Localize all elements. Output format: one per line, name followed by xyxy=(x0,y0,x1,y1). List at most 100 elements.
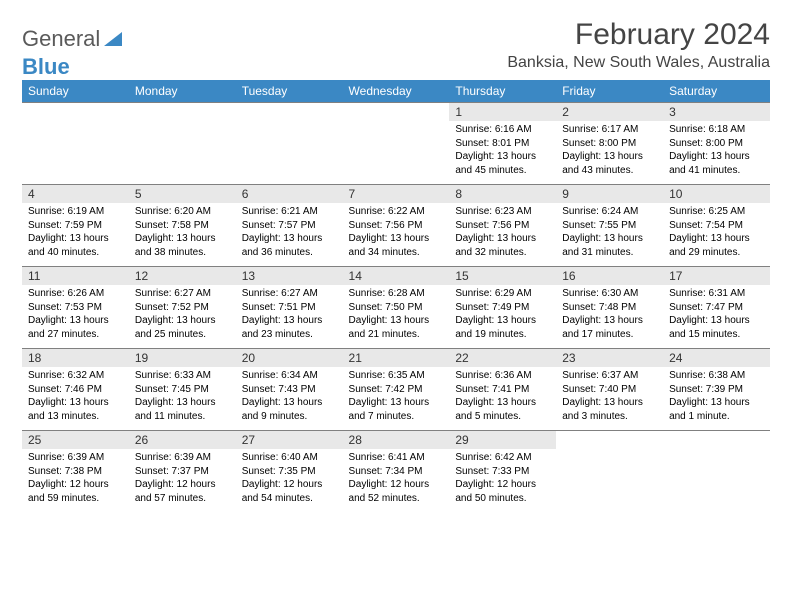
day-details: Sunrise: 6:36 AMSunset: 7:41 PMDaylight:… xyxy=(449,367,556,427)
calendar-cell: 17Sunrise: 6:31 AMSunset: 7:47 PMDayligh… xyxy=(663,267,770,349)
day-number: 19 xyxy=(129,349,236,367)
header-row: General February 2024 xyxy=(22,18,770,52)
day-details: Sunrise: 6:41 AMSunset: 7:34 PMDaylight:… xyxy=(343,449,450,509)
day-number: 27 xyxy=(236,431,343,449)
day-details: Sunrise: 6:40 AMSunset: 7:35 PMDaylight:… xyxy=(236,449,343,509)
calendar-cell: 2Sunrise: 6:17 AMSunset: 8:00 PMDaylight… xyxy=(556,103,663,185)
location-text: Banksia, New South Wales, Australia xyxy=(507,54,770,72)
calendar-cell: 18Sunrise: 6:32 AMSunset: 7:46 PMDayligh… xyxy=(22,349,129,431)
day-number: 23 xyxy=(556,349,663,367)
day-details: Sunrise: 6:34 AMSunset: 7:43 PMDaylight:… xyxy=(236,367,343,427)
day-number: 17 xyxy=(663,267,770,285)
calendar-week-row: 25Sunrise: 6:39 AMSunset: 7:38 PMDayligh… xyxy=(22,431,770,513)
day-number: 13 xyxy=(236,267,343,285)
brand-logo-line2: Blue xyxy=(22,54,70,80)
day-details: Sunrise: 6:35 AMSunset: 7:42 PMDaylight:… xyxy=(343,367,450,427)
day-number: 10 xyxy=(663,185,770,203)
day-number: 20 xyxy=(236,349,343,367)
brand-part2: Blue xyxy=(22,54,70,80)
day-number: 28 xyxy=(343,431,450,449)
calendar-week-row: 18Sunrise: 6:32 AMSunset: 7:46 PMDayligh… xyxy=(22,349,770,431)
calendar-cell xyxy=(663,431,770,513)
day-details: Sunrise: 6:16 AMSunset: 8:01 PMDaylight:… xyxy=(449,121,556,181)
calendar-cell: 8Sunrise: 6:23 AMSunset: 7:56 PMDaylight… xyxy=(449,185,556,267)
day-details: Sunrise: 6:17 AMSunset: 8:00 PMDaylight:… xyxy=(556,121,663,181)
day-details: Sunrise: 6:32 AMSunset: 7:46 PMDaylight:… xyxy=(22,367,129,427)
calendar-week-row: 1Sunrise: 6:16 AMSunset: 8:01 PMDaylight… xyxy=(22,103,770,185)
day-number: 12 xyxy=(129,267,236,285)
day-details: Sunrise: 6:39 AMSunset: 7:37 PMDaylight:… xyxy=(129,449,236,509)
day-number: 11 xyxy=(22,267,129,285)
day-details: Sunrise: 6:21 AMSunset: 7:57 PMDaylight:… xyxy=(236,203,343,263)
calendar-cell: 12Sunrise: 6:27 AMSunset: 7:52 PMDayligh… xyxy=(129,267,236,349)
day-number: 15 xyxy=(449,267,556,285)
brand-logo: General xyxy=(22,18,124,52)
calendar-cell: 1Sunrise: 6:16 AMSunset: 8:01 PMDaylight… xyxy=(449,103,556,185)
day-number: 29 xyxy=(449,431,556,449)
calendar-cell: 3Sunrise: 6:18 AMSunset: 8:00 PMDaylight… xyxy=(663,103,770,185)
calendar-cell: 5Sunrise: 6:20 AMSunset: 7:58 PMDaylight… xyxy=(129,185,236,267)
calendar-cell: 20Sunrise: 6:34 AMSunset: 7:43 PMDayligh… xyxy=(236,349,343,431)
day-details: Sunrise: 6:38 AMSunset: 7:39 PMDaylight:… xyxy=(663,367,770,427)
calendar-body: 1Sunrise: 6:16 AMSunset: 8:01 PMDaylight… xyxy=(22,103,770,513)
calendar-cell xyxy=(129,103,236,185)
day-header: Sunday xyxy=(22,80,129,103)
day-number: 7 xyxy=(343,185,450,203)
day-number: 8 xyxy=(449,185,556,203)
calendar-cell: 29Sunrise: 6:42 AMSunset: 7:33 PMDayligh… xyxy=(449,431,556,513)
calendar-cell: 23Sunrise: 6:37 AMSunset: 7:40 PMDayligh… xyxy=(556,349,663,431)
day-number: 5 xyxy=(129,185,236,203)
calendar-week-row: 4Sunrise: 6:19 AMSunset: 7:59 PMDaylight… xyxy=(22,185,770,267)
day-number: 22 xyxy=(449,349,556,367)
calendar-cell: 13Sunrise: 6:27 AMSunset: 7:51 PMDayligh… xyxy=(236,267,343,349)
day-header: Saturday xyxy=(663,80,770,103)
day-number: 4 xyxy=(22,185,129,203)
day-details: Sunrise: 6:26 AMSunset: 7:53 PMDaylight:… xyxy=(22,285,129,345)
day-details: Sunrise: 6:28 AMSunset: 7:50 PMDaylight:… xyxy=(343,285,450,345)
calendar-cell: 16Sunrise: 6:30 AMSunset: 7:48 PMDayligh… xyxy=(556,267,663,349)
day-number: 25 xyxy=(22,431,129,449)
calendar-cell: 22Sunrise: 6:36 AMSunset: 7:41 PMDayligh… xyxy=(449,349,556,431)
calendar-cell xyxy=(236,103,343,185)
day-header: Friday xyxy=(556,80,663,103)
calendar-cell: 28Sunrise: 6:41 AMSunset: 7:34 PMDayligh… xyxy=(343,431,450,513)
day-number: 3 xyxy=(663,103,770,121)
day-header: Wednesday xyxy=(343,80,450,103)
day-number: 14 xyxy=(343,267,450,285)
day-header: Tuesday xyxy=(236,80,343,103)
calendar-cell xyxy=(343,103,450,185)
day-details: Sunrise: 6:37 AMSunset: 7:40 PMDaylight:… xyxy=(556,367,663,427)
day-number: 6 xyxy=(236,185,343,203)
day-number: 18 xyxy=(22,349,129,367)
calendar-cell xyxy=(556,431,663,513)
calendar-cell: 7Sunrise: 6:22 AMSunset: 7:56 PMDaylight… xyxy=(343,185,450,267)
day-number: 21 xyxy=(343,349,450,367)
day-number: 2 xyxy=(556,103,663,121)
day-details: Sunrise: 6:20 AMSunset: 7:58 PMDaylight:… xyxy=(129,203,236,263)
day-number: 16 xyxy=(556,267,663,285)
calendar-cell: 10Sunrise: 6:25 AMSunset: 7:54 PMDayligh… xyxy=(663,185,770,267)
day-details: Sunrise: 6:19 AMSunset: 7:59 PMDaylight:… xyxy=(22,203,129,263)
calendar-cell: 11Sunrise: 6:26 AMSunset: 7:53 PMDayligh… xyxy=(22,267,129,349)
day-details: Sunrise: 6:18 AMSunset: 8:00 PMDaylight:… xyxy=(663,121,770,181)
day-details: Sunrise: 6:24 AMSunset: 7:55 PMDaylight:… xyxy=(556,203,663,263)
calendar-cell: 25Sunrise: 6:39 AMSunset: 7:38 PMDayligh… xyxy=(22,431,129,513)
day-details: Sunrise: 6:30 AMSunset: 7:48 PMDaylight:… xyxy=(556,285,663,345)
calendar-cell: 27Sunrise: 6:40 AMSunset: 7:35 PMDayligh… xyxy=(236,431,343,513)
calendar-head: SundayMondayTuesdayWednesdayThursdayFrid… xyxy=(22,80,770,103)
day-details: Sunrise: 6:27 AMSunset: 7:52 PMDaylight:… xyxy=(129,285,236,345)
day-number: 9 xyxy=(556,185,663,203)
calendar-cell: 9Sunrise: 6:24 AMSunset: 7:55 PMDaylight… xyxy=(556,185,663,267)
day-details: Sunrise: 6:25 AMSunset: 7:54 PMDaylight:… xyxy=(663,203,770,263)
calendar-cell: 26Sunrise: 6:39 AMSunset: 7:37 PMDayligh… xyxy=(129,431,236,513)
day-details: Sunrise: 6:29 AMSunset: 7:49 PMDaylight:… xyxy=(449,285,556,345)
calendar-cell: 6Sunrise: 6:21 AMSunset: 7:57 PMDaylight… xyxy=(236,185,343,267)
day-header: Thursday xyxy=(449,80,556,103)
calendar-week-row: 11Sunrise: 6:26 AMSunset: 7:53 PMDayligh… xyxy=(22,267,770,349)
day-number: 26 xyxy=(129,431,236,449)
calendar-cell: 19Sunrise: 6:33 AMSunset: 7:45 PMDayligh… xyxy=(129,349,236,431)
brand-part1: General xyxy=(22,26,100,52)
day-header: Monday xyxy=(129,80,236,103)
day-details: Sunrise: 6:22 AMSunset: 7:56 PMDaylight:… xyxy=(343,203,450,263)
calendar-cell: 15Sunrise: 6:29 AMSunset: 7:49 PMDayligh… xyxy=(449,267,556,349)
